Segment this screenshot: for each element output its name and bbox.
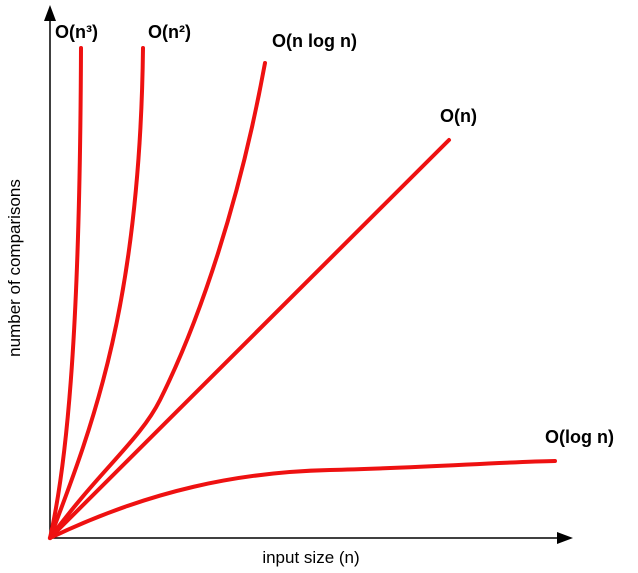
y-axis-label: number of comparisons bbox=[5, 179, 24, 357]
cubic-curve bbox=[48, 46, 83, 540]
x-arrow bbox=[557, 532, 573, 544]
linear-curve bbox=[48, 138, 451, 540]
label: O(n³) bbox=[55, 22, 98, 42]
quadratic-curve bbox=[48, 46, 145, 540]
label: O(n²) bbox=[148, 22, 191, 42]
label: O(log n) bbox=[545, 427, 614, 447]
x-axis-label: input size (n) bbox=[262, 548, 359, 567]
logarithmic-curve bbox=[48, 459, 557, 540]
label: O(n log n) bbox=[272, 31, 357, 51]
y-arrow bbox=[44, 5, 56, 21]
label: O(n) bbox=[440, 106, 477, 126]
linearithmic-curve bbox=[48, 61, 267, 540]
